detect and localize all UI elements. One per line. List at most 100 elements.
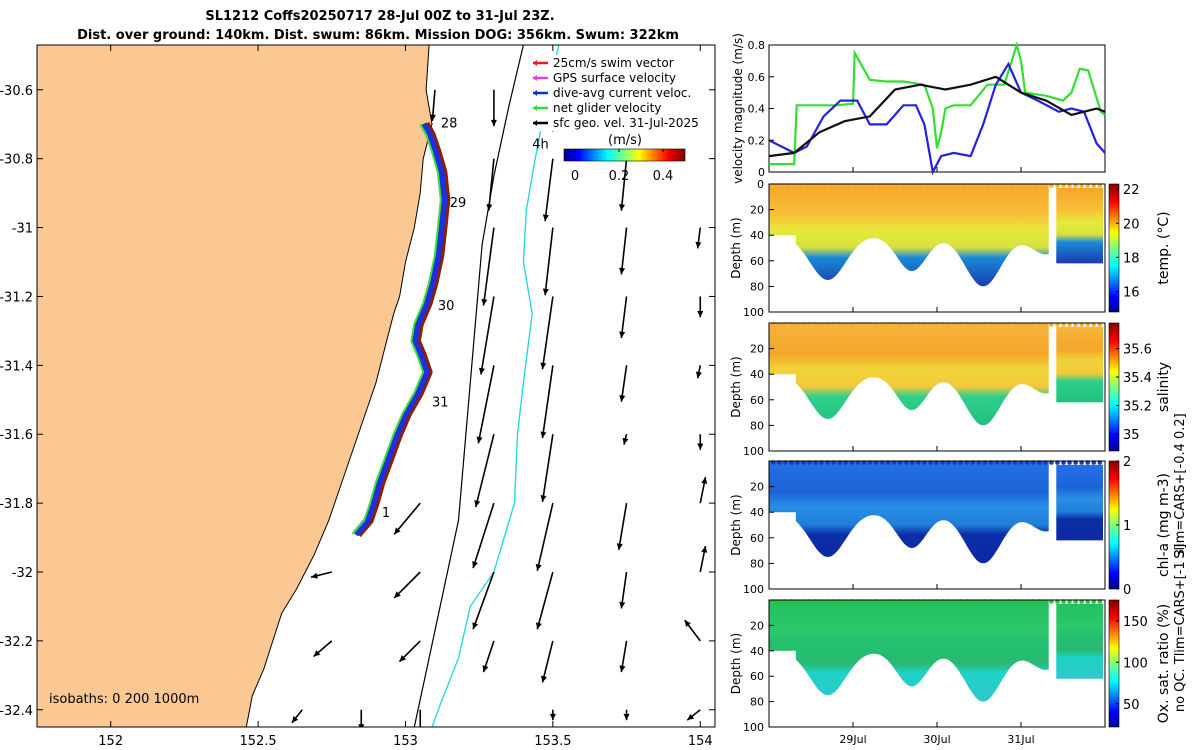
x-tick-label: 152.5 <box>239 734 276 749</box>
colorbar-label: temp. (°C) <box>1156 211 1172 284</box>
section-field <box>769 184 1049 287</box>
current-arrow <box>542 158 554 222</box>
section-field <box>1056 326 1103 403</box>
current-arrow <box>472 571 495 630</box>
y-tick-label: 60 <box>750 255 764 268</box>
y-tick-label: -31.2 <box>0 290 33 305</box>
current-arrow <box>398 640 421 663</box>
current-arrow <box>313 640 333 658</box>
y-tick-label: 0.6 <box>748 71 766 84</box>
current-arrow <box>686 709 701 721</box>
isobath-1000m <box>431 45 560 727</box>
section-ylabel: Depth (m) <box>729 217 743 278</box>
current-arrow <box>697 296 704 318</box>
y-tick-label: 100 <box>743 583 764 596</box>
x-tick-label: 154 <box>688 734 713 749</box>
colorbar-label: chl-a (mg m-3) <box>1156 473 1172 577</box>
salinity-limits-note: Slim=CARS+[-0.4 0.2] <box>1173 413 1188 559</box>
y-tick-label: 0.4 <box>748 103 766 116</box>
y-tick-label: -31 <box>12 222 33 237</box>
y-tick-label: -32.4 <box>0 704 33 719</box>
y-tick-label: 100 <box>743 445 764 458</box>
x-tick-label: 29Jul <box>839 733 866 746</box>
colorbar-label: (m/s) <box>608 133 642 148</box>
current-arrow <box>540 434 554 502</box>
colorbar-gradient <box>563 148 686 162</box>
current-arrow <box>619 571 628 609</box>
colorbar-tick-label: 0.2 <box>609 169 630 184</box>
current-arrow <box>429 89 436 122</box>
colorbar-tick-label: 50 <box>1123 698 1140 713</box>
section-colorbar <box>1108 322 1120 452</box>
colorbar-tick-label: 0 <box>1123 583 1131 598</box>
colorbar-tick-label: 22 <box>1123 183 1140 198</box>
map-panel: 28 29 30 31 1 4h 152 152.5 153 153.5 154 -30.6 -30.… <box>0 44 716 749</box>
current-arrow <box>540 365 554 439</box>
section-colorbar <box>1108 183 1120 313</box>
section-field <box>1056 187 1103 264</box>
section-colorbar <box>1108 599 1120 728</box>
current-arrow <box>474 434 495 508</box>
y-tick-label: -31.6 <box>0 428 33 443</box>
section-field <box>1056 603 1103 679</box>
y-tick-label: 60 <box>750 394 764 407</box>
velocity-ylabel: velocity magnitude (m/s) <box>731 33 745 184</box>
y-tick-label: -30.6 <box>0 84 33 99</box>
current-arrow <box>619 640 628 673</box>
current-arrow <box>310 571 332 579</box>
section-field <box>769 600 1049 702</box>
salinity-section: 20 40 60 80 100 Depth (m) 35 35.2 35.4 35.6 salini… <box>729 322 1172 458</box>
y-tick-label: 80 <box>750 280 764 293</box>
current-arrow <box>535 571 554 630</box>
current-arrow <box>541 640 554 683</box>
section-ylabel: Depth (m) <box>729 356 743 417</box>
colorbar-tick-label: 1 <box>1123 519 1131 534</box>
current-arrow <box>616 502 628 551</box>
legend-box <box>528 55 700 131</box>
current-arrow <box>619 227 628 275</box>
velocity-series-line <box>768 61 1106 176</box>
title-line2: Dist. over ground: 140km. Dist. swum: 86… <box>77 28 679 43</box>
current-arrow <box>684 619 701 642</box>
current-arrow <box>549 709 556 721</box>
velocity-axes <box>768 44 1106 173</box>
current-arrow <box>623 709 630 721</box>
colorbar-tick-label: 35.4 <box>1123 371 1152 386</box>
current-arrow <box>542 227 554 296</box>
legend-label: dive-avg current veloc. <box>553 86 691 100</box>
colorbar-tick-label: 100 <box>1123 656 1148 671</box>
current-arrow <box>393 502 421 535</box>
x-tick-label: 153.5 <box>534 734 571 749</box>
current-arrow <box>622 434 629 445</box>
speed-colorbar: (m/s) 0 0.2 0.4 <box>563 133 686 184</box>
y-tick-label: 60 <box>750 670 764 683</box>
legend-label: 25cm/s swim vector <box>553 56 674 70</box>
current-arrow <box>540 296 554 370</box>
section-ylabel: Depth (m) <box>729 494 743 555</box>
y-tick-label: -32.2 <box>0 635 33 650</box>
x-tick-label: 152 <box>98 734 123 749</box>
y-tick-label: 40 <box>750 645 764 658</box>
temperature-section: 0 20 40 60 80 100 Depth (m) 16 18 20 22 temp. (°C) <box>729 178 1172 319</box>
y-tick-label: 0.2 <box>748 134 766 147</box>
colorbar-tick-label: 35.6 <box>1123 343 1152 358</box>
section-field <box>769 323 1049 426</box>
y-tick-label: -31.8 <box>0 497 33 512</box>
day-label: 29 <box>450 196 467 211</box>
y-tick-label: 20 <box>750 619 764 632</box>
y-tick-label: 20 <box>750 481 764 494</box>
section-field <box>1056 464 1103 541</box>
track-dive-avg-current <box>352 122 448 537</box>
current-arrow <box>393 571 421 599</box>
current-arrow <box>699 545 708 573</box>
y-tick-label: 40 <box>750 229 764 242</box>
y-tick-label: -31.4 <box>0 359 33 374</box>
current-arrow <box>619 296 628 339</box>
y-tick-label: 40 <box>750 506 764 519</box>
colorbar-tick-label: 35.2 <box>1123 399 1152 414</box>
y-tick-label: 100 <box>743 721 764 734</box>
